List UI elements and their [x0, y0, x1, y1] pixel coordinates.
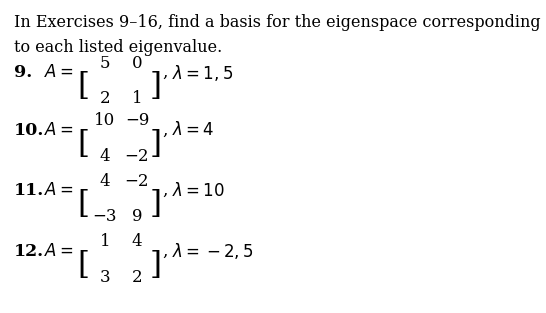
- Text: 11.: 11.: [14, 182, 44, 199]
- Text: −2: −2: [124, 173, 149, 190]
- Text: 0: 0: [132, 55, 143, 72]
- Text: −9: −9: [125, 112, 149, 129]
- Text: $\lambda = -2, 5$: $\lambda = -2, 5$: [172, 241, 253, 261]
- Text: ,: ,: [162, 182, 168, 199]
- Text: 1: 1: [99, 233, 110, 250]
- Text: $\lambda = 10$: $\lambda = 10$: [172, 182, 225, 200]
- Text: −3: −3: [93, 208, 117, 225]
- Text: 9: 9: [132, 208, 142, 225]
- Text: ,: ,: [162, 122, 168, 139]
- Text: 1: 1: [132, 90, 143, 107]
- Text: [: [: [78, 189, 90, 220]
- Text: $A =$: $A =$: [44, 122, 74, 139]
- Text: 2: 2: [132, 269, 143, 286]
- Text: ,: ,: [162, 64, 168, 81]
- Text: $A =$: $A =$: [44, 182, 74, 199]
- Text: 12.: 12.: [14, 243, 44, 259]
- Text: 2: 2: [99, 90, 110, 107]
- Text: $A =$: $A =$: [44, 243, 74, 259]
- Text: 9.: 9.: [14, 64, 32, 81]
- Text: $A =$: $A =$: [44, 64, 74, 81]
- Text: $\lambda = 1, 5$: $\lambda = 1, 5$: [172, 63, 233, 83]
- Text: ]: ]: [149, 71, 161, 102]
- Text: 4: 4: [99, 148, 110, 165]
- Text: ,: ,: [162, 243, 168, 259]
- Text: to each listed eigenvalue.: to each listed eigenvalue.: [14, 38, 222, 56]
- Text: ]: ]: [149, 129, 161, 160]
- Text: 4: 4: [132, 233, 143, 250]
- Text: 4: 4: [99, 173, 110, 190]
- Text: [: [: [78, 71, 90, 102]
- Text: 10: 10: [94, 112, 116, 129]
- Text: 10.: 10.: [14, 122, 45, 139]
- Text: In Exercises 9–16, find a basis for the eigenspace corresponding: In Exercises 9–16, find a basis for the …: [14, 14, 541, 31]
- Text: ]: ]: [149, 249, 161, 280]
- Text: 5: 5: [100, 55, 110, 72]
- Text: ]: ]: [149, 189, 161, 220]
- Text: [: [: [78, 249, 90, 280]
- Text: $\lambda = 4$: $\lambda = 4$: [172, 121, 215, 139]
- Text: −2: −2: [124, 148, 149, 165]
- Text: 3: 3: [99, 269, 110, 286]
- Text: [: [: [78, 129, 90, 160]
